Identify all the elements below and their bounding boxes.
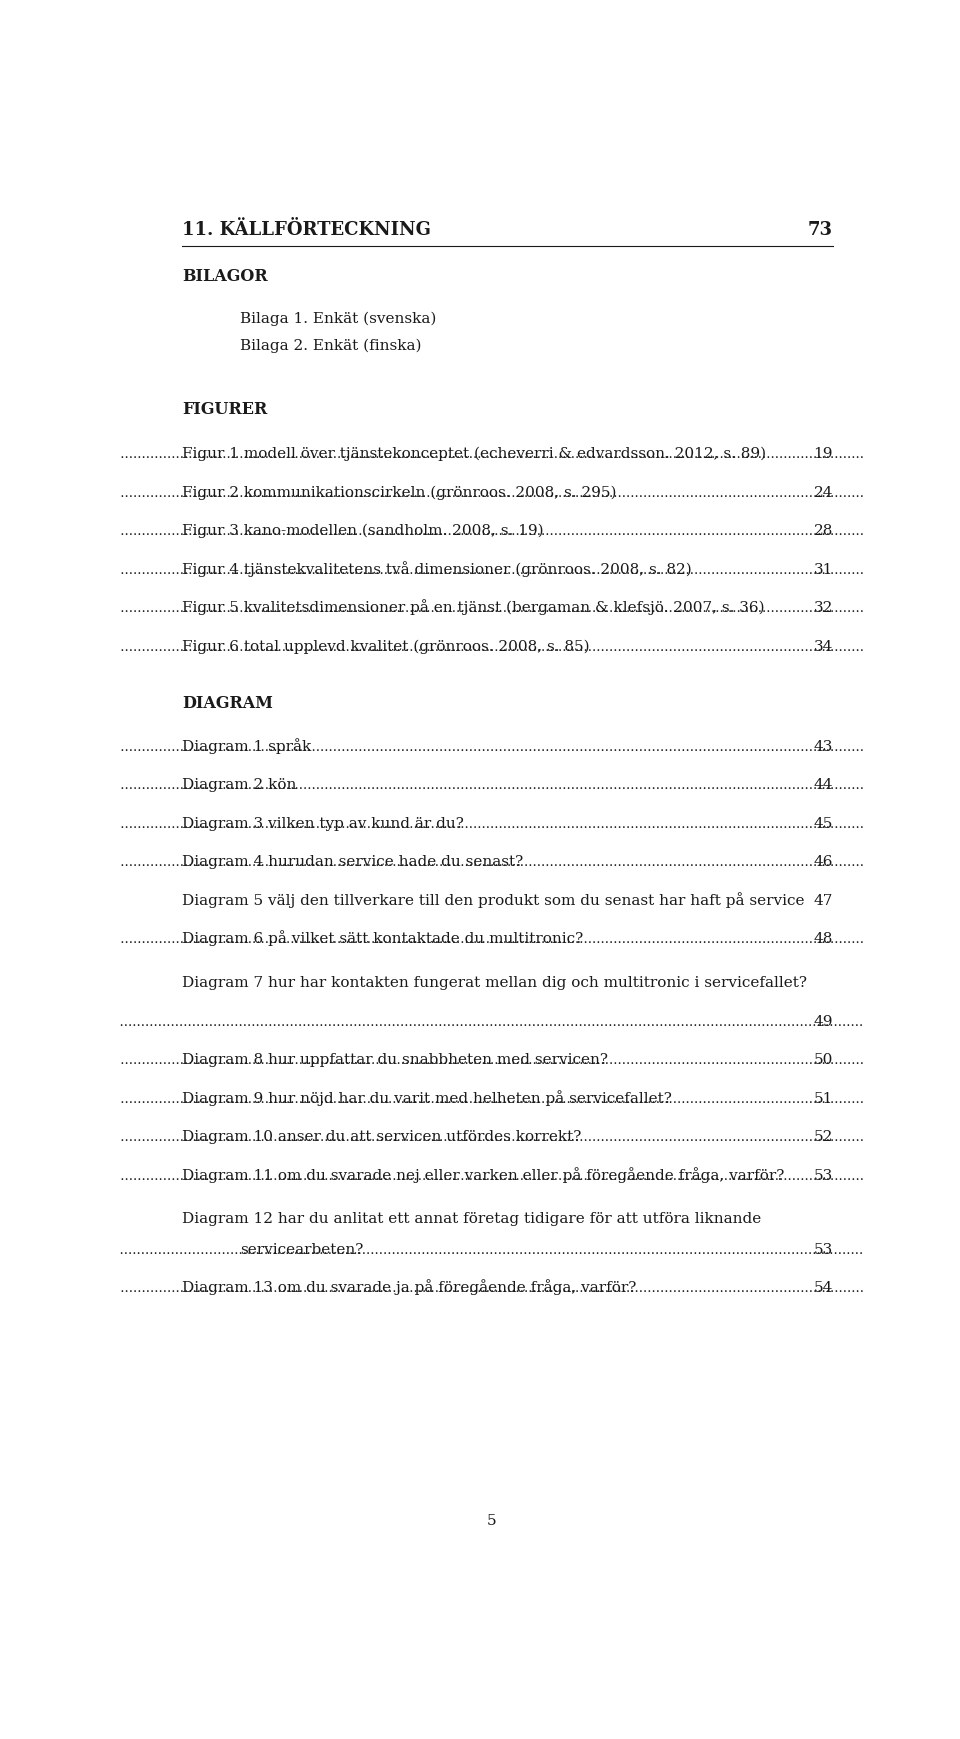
Text: Diagram 13 om du svarade ja på föregående fråga, varför?: Diagram 13 om du svarade ja på föregåend… <box>182 1280 636 1296</box>
Text: ................................................................................: ........................................… <box>83 449 932 461</box>
Text: 34: 34 <box>814 640 833 654</box>
Text: ................................................................................: ........................................… <box>83 1282 932 1296</box>
Text: Bilaga 2. Enkät (finska): Bilaga 2. Enkät (finska) <box>240 339 421 353</box>
Text: ................................................................................: ........................................… <box>83 1092 932 1106</box>
Text: 48: 48 <box>814 932 833 946</box>
Text: 28: 28 <box>814 523 833 537</box>
Text: 50: 50 <box>814 1054 833 1068</box>
Text: 5: 5 <box>487 1513 497 1527</box>
Text: 53: 53 <box>814 1243 833 1257</box>
Text: Diagram 12 har du anlitat ett annat företag tidigare för att utföra liknande: Diagram 12 har du anlitat ett annat före… <box>182 1212 761 1226</box>
Text: Diagram 8 hur uppfattar du snabbheten med servicen?: Diagram 8 hur uppfattar du snabbheten me… <box>182 1054 608 1068</box>
Text: 47: 47 <box>814 894 833 908</box>
Text: Figur 5 kvalitetsdimensioner på en tjänst (bergaman & klefsjö. 2007, s. 36): Figur 5 kvalitetsdimensioner på en tjäns… <box>182 600 764 616</box>
Text: ................................................................................: ........................................… <box>83 741 932 753</box>
Text: ................................................................................: ........................................… <box>83 817 932 831</box>
Text: ................................................................................: ........................................… <box>83 1170 932 1183</box>
Text: Diagram 7 hur har kontakten fungerat mellan dig och multitronic i servicefallet?: Diagram 7 hur har kontakten fungerat mel… <box>182 976 807 989</box>
Text: 54: 54 <box>814 1282 833 1296</box>
Text: ................................................................................: ........................................… <box>83 1130 932 1144</box>
Text: Figur 3 kano-modellen (sandholm. 2008, s. 19): Figur 3 kano-modellen (sandholm. 2008, s… <box>182 523 543 537</box>
Text: ................................................................................: ........................................… <box>83 602 932 616</box>
Text: Diagram 4 hurudan service hade du senast?: Diagram 4 hurudan service hade du senast… <box>182 856 523 870</box>
Text: 46: 46 <box>813 856 833 870</box>
Text: 51: 51 <box>814 1092 833 1106</box>
Text: BILAGOR: BILAGOR <box>182 268 268 285</box>
Text: 24: 24 <box>813 485 833 499</box>
Text: Figur 1 modell över tjänstekonceptet (echeverri & edvardsson. 2012, s. 89): Figur 1 modell över tjänstekonceptet (ec… <box>182 447 766 461</box>
Text: 49: 49 <box>813 1014 833 1029</box>
Text: Diagram 11 om du svarade nej eller varken eller på föregående fråga, varför?: Diagram 11 om du svarade nej eller varke… <box>182 1167 784 1183</box>
Text: Diagram 10 anser du att servicen utfördes korrekt?: Diagram 10 anser du att servicen utförde… <box>182 1130 582 1144</box>
Text: Figur 4 tjänstekvalitetens två dimensioner (grönroos. 2008, s. 82): Figur 4 tjänstekvalitetens två dimension… <box>182 560 692 577</box>
Text: 32: 32 <box>814 602 833 616</box>
Text: Bilaga 1. Enkät (svenska): Bilaga 1. Enkät (svenska) <box>240 311 437 327</box>
Text: 45: 45 <box>814 817 833 831</box>
Text: 52: 52 <box>814 1130 833 1144</box>
Text: Diagram 3 vilken typ av kund är du?: Diagram 3 vilken typ av kund är du? <box>182 817 464 831</box>
Text: ................................................................................: ........................................… <box>83 487 932 499</box>
Text: ................................................................................: ........................................… <box>111 1016 960 1029</box>
Text: ................................................................................: ........................................… <box>83 934 932 946</box>
Text: ................................................................................: ........................................… <box>83 856 932 870</box>
Text: FIGURER: FIGURER <box>182 402 267 419</box>
Text: ................................................................................: ........................................… <box>83 779 932 793</box>
Text: ................................................................................: ........................................… <box>83 525 932 537</box>
Text: 11. KÄLLFÖRTECKNING: 11. KÄLLFÖRTECKNING <box>182 221 431 238</box>
Text: ................................................................................: ........................................… <box>83 1054 932 1068</box>
Text: Diagram 6 på vilket sätt kontaktade du multitronic?: Diagram 6 på vilket sätt kontaktade du m… <box>182 930 584 946</box>
Text: 19: 19 <box>813 447 833 461</box>
Text: Diagram 9 hur nöjd har du varit med helheten på servicefallet?: Diagram 9 hur nöjd har du varit med helh… <box>182 1090 672 1106</box>
Text: 53: 53 <box>814 1169 833 1183</box>
Text: 43: 43 <box>814 739 833 753</box>
Text: servicearbeten?: servicearbeten? <box>240 1243 364 1257</box>
Text: 31: 31 <box>814 563 833 577</box>
Text: ................................................................................: ........................................… <box>83 640 932 654</box>
Text: DIAGRAM: DIAGRAM <box>182 696 273 713</box>
Text: 44: 44 <box>813 779 833 793</box>
Text: Diagram 5 välj den tillverkare till den produkt som du senast har haft på servic: Diagram 5 välj den tillverkare till den … <box>182 892 804 908</box>
Text: 73: 73 <box>808 221 833 238</box>
Text: Figur 6 total upplevd kvalitet (grönroos. 2008, s. 85): Figur 6 total upplevd kvalitet (grönroos… <box>182 640 589 654</box>
Text: Diagram 2 kön: Diagram 2 kön <box>182 779 297 793</box>
Text: Figur 2 kommunikationscirkeln (grönroos. 2008, s. 295): Figur 2 kommunikationscirkeln (grönroos.… <box>182 485 616 499</box>
Text: ................................................................................: ........................................… <box>111 1243 960 1257</box>
Text: Diagram 1 språk: Diagram 1 språk <box>182 737 311 753</box>
Text: ................................................................................: ........................................… <box>83 563 932 577</box>
